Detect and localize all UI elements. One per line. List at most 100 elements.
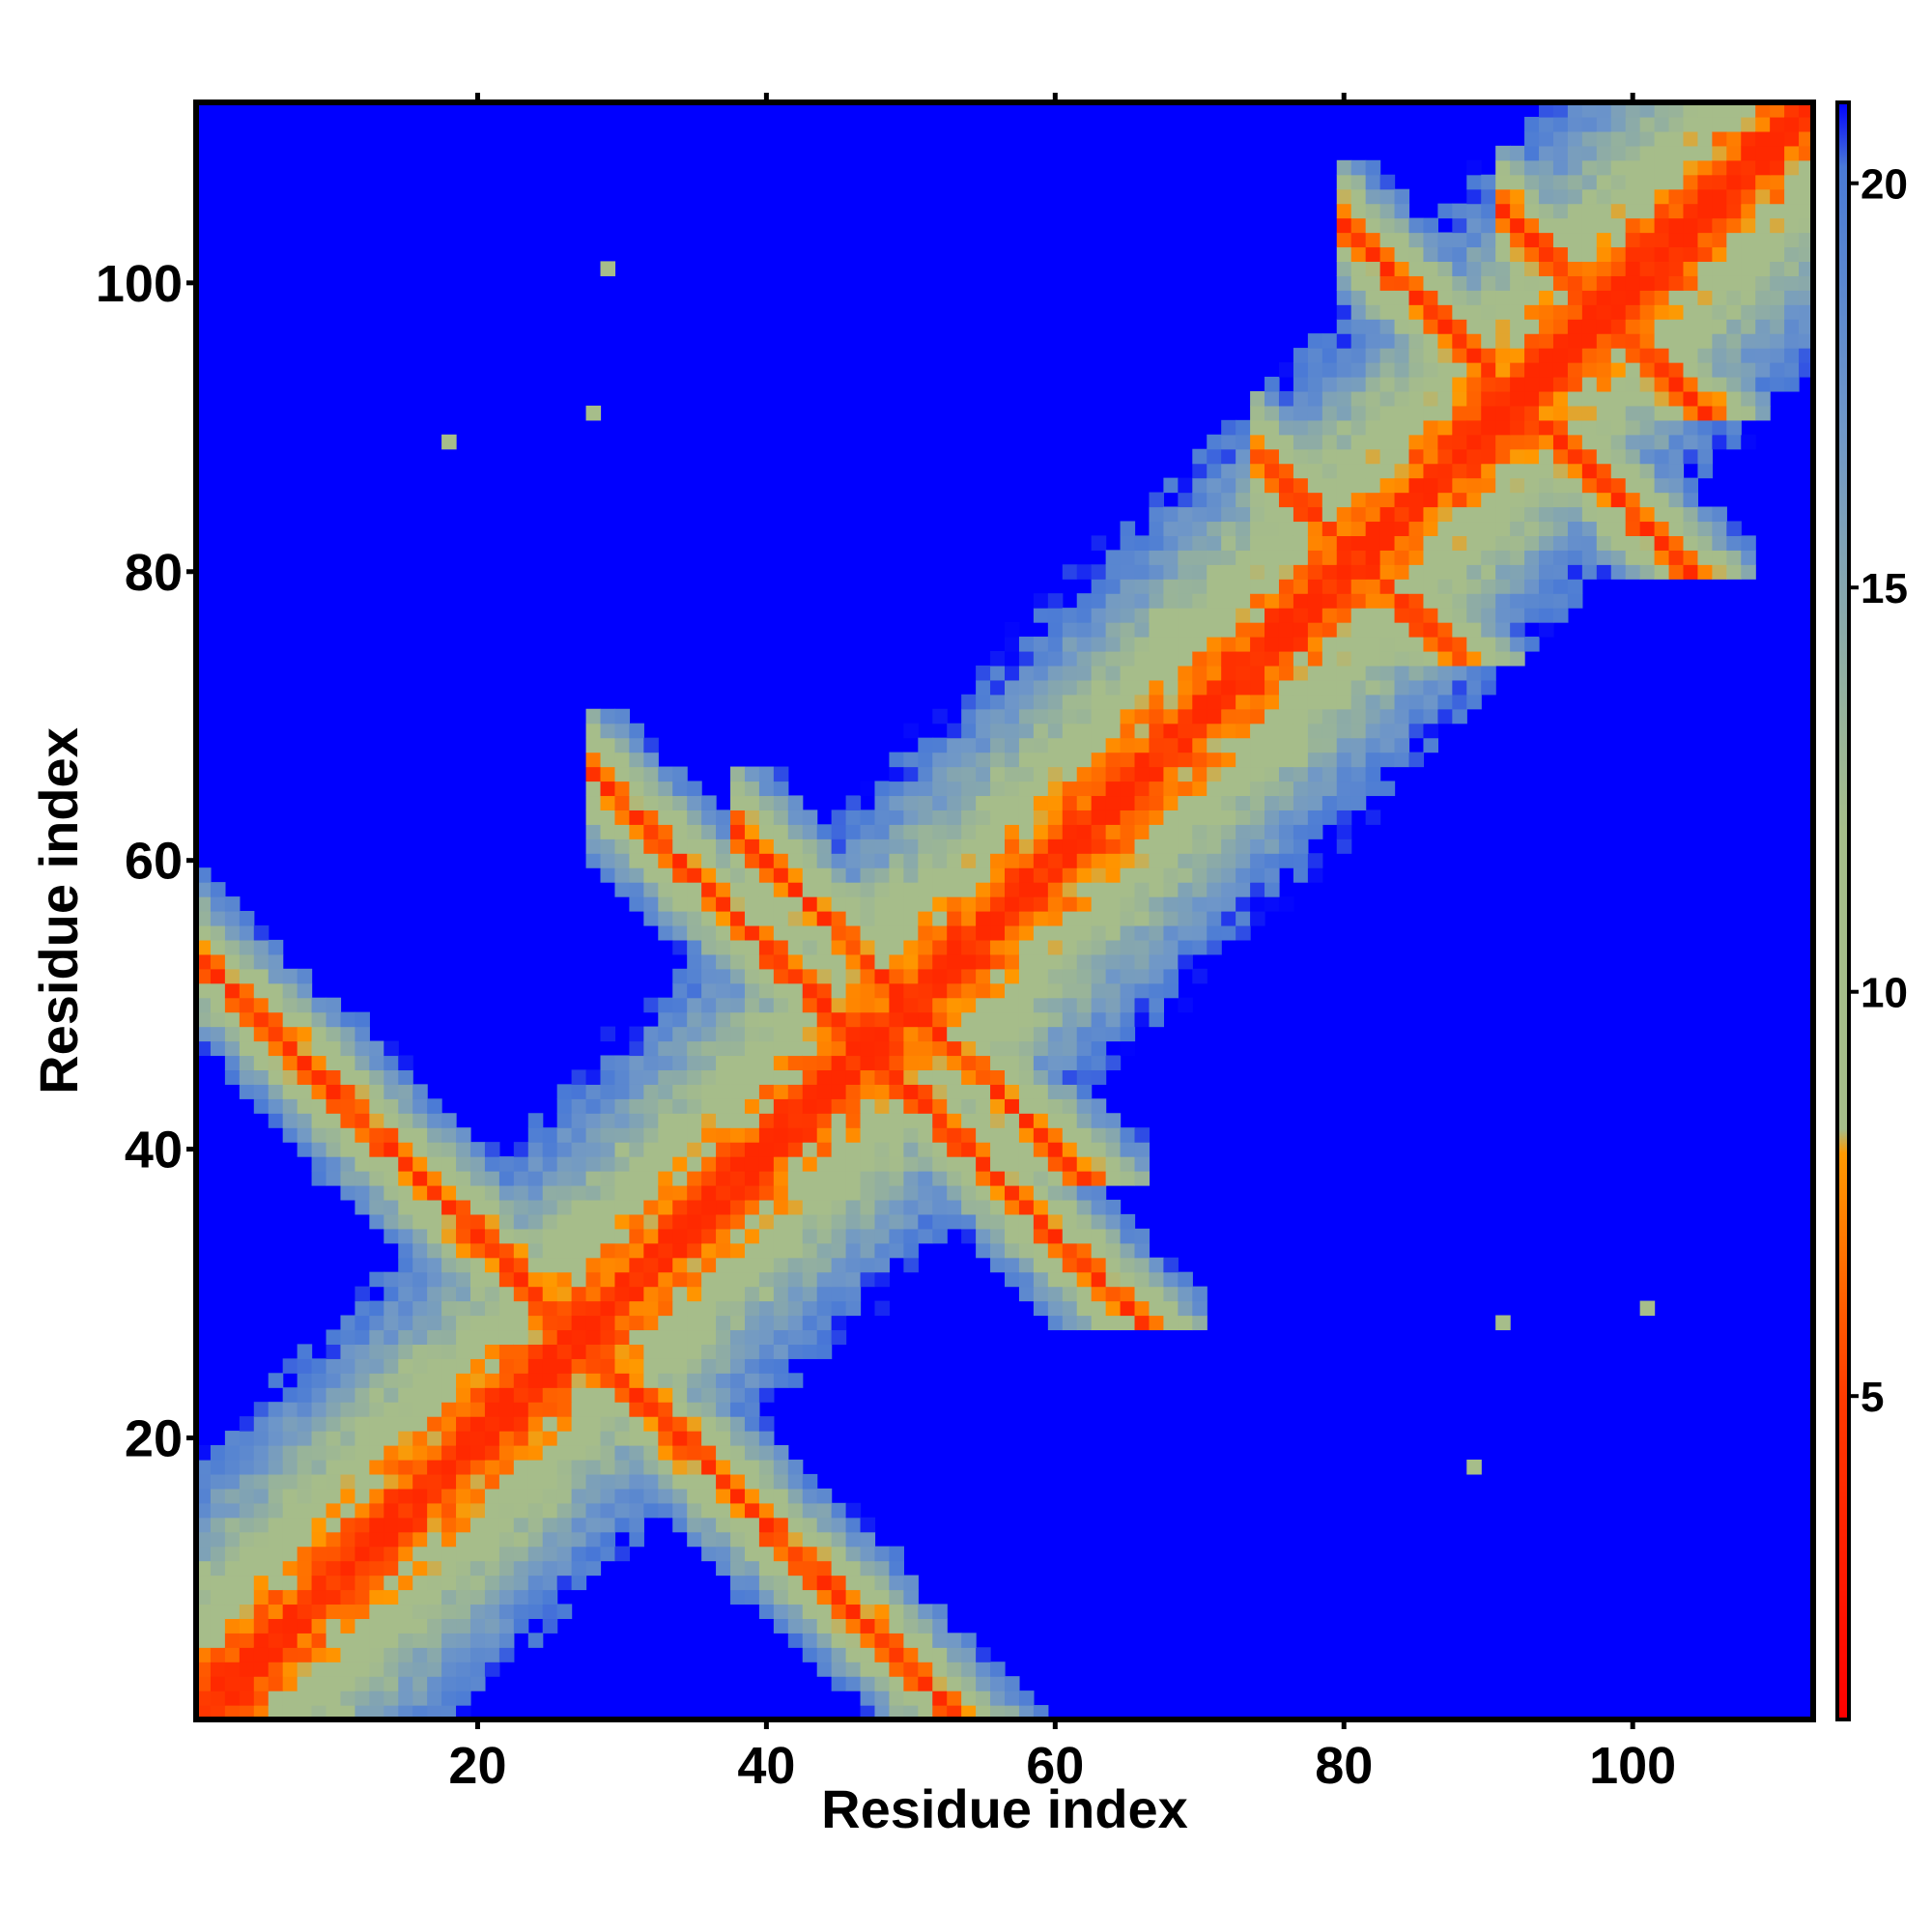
heatmap-cell <box>1236 608 1251 623</box>
heatmap-cell <box>527 1329 544 1345</box>
heatmap-cell <box>903 1662 919 1677</box>
heatmap-cell <box>484 1445 500 1461</box>
heatmap-cell <box>1278 622 1294 638</box>
heatmap-cell <box>918 867 933 883</box>
heatmap-cell <box>1178 506 1193 523</box>
heatmap-cell <box>1379 275 1396 291</box>
heatmap-cell <box>658 1084 673 1099</box>
heatmap-cell <box>600 1286 616 1302</box>
heatmap-cell <box>268 953 284 970</box>
heatmap-cell <box>687 1373 702 1388</box>
heatmap-cell <box>1423 723 1438 739</box>
heatmap-cell <box>268 1690 284 1706</box>
heatmap-cell <box>585 1113 602 1128</box>
heatmap-cell <box>1307 564 1323 580</box>
heatmap-cell <box>716 1069 731 1085</box>
heatmap-cell <box>1697 506 1713 523</box>
heatmap-cell <box>527 1459 544 1475</box>
heatmap-cell <box>412 1373 428 1388</box>
heatmap-cell <box>802 1473 818 1490</box>
heatmap-cell <box>976 1084 991 1099</box>
heatmap-cell <box>253 1604 270 1619</box>
heatmap-cell <box>658 1329 673 1345</box>
heatmap-cell <box>1697 362 1713 378</box>
heatmap-cell <box>311 1098 327 1114</box>
heatmap-cell <box>1452 348 1467 363</box>
heatmap-cell <box>730 1011 746 1028</box>
heatmap-cell <box>687 1011 702 1028</box>
heatmap-cell <box>1452 376 1467 392</box>
heatmap-cell <box>614 1358 630 1374</box>
heatmap-cell <box>1062 1069 1078 1085</box>
heatmap-cell <box>976 781 991 797</box>
heatmap-cell <box>369 1531 384 1548</box>
heatmap-cell <box>1134 1011 1151 1028</box>
heatmap-cell <box>687 939 702 955</box>
heatmap-cell <box>1105 608 1122 623</box>
heatmap-cell <box>716 1142 731 1157</box>
heatmap-cell <box>1639 390 1656 407</box>
heatmap-cell <box>903 810 919 825</box>
heatmap-cell <box>1307 521 1323 536</box>
heatmap-cell <box>1567 116 1583 132</box>
heatmap-cell <box>1076 637 1093 652</box>
heatmap-cell <box>816 1213 833 1230</box>
x-tick-label: 60 <box>1026 1737 1084 1795</box>
heatmap-cell <box>1394 535 1410 551</box>
heatmap-cell <box>1321 521 1338 536</box>
heatmap-cell <box>990 1069 1006 1085</box>
heatmap-cell <box>398 1517 413 1533</box>
heatmap-cell <box>1062 737 1078 753</box>
heatmap-cell <box>961 1055 977 1071</box>
heatmap-cell <box>1076 781 1093 797</box>
heatmap-cell <box>1336 405 1352 421</box>
heatmap-cell <box>1307 593 1323 609</box>
heatmap-cell <box>687 1286 702 1302</box>
heatmap-cell <box>932 911 948 926</box>
heatmap-cell <box>1149 882 1165 897</box>
heatmap-cell <box>672 968 688 984</box>
heatmap-cell <box>1134 1257 1151 1273</box>
heatmap-cell <box>326 1445 342 1461</box>
heatmap-cell <box>1293 419 1309 436</box>
heatmap-cell <box>961 1690 977 1706</box>
heatmap-cell <box>1005 968 1020 984</box>
heatmap-cell <box>513 1560 529 1577</box>
heatmap-cell <box>1408 333 1425 349</box>
heatmap-cell <box>1466 232 1482 248</box>
heatmap-cell <box>427 1156 442 1172</box>
heatmap-cell <box>874 1184 891 1201</box>
heatmap-cell <box>918 1228 933 1244</box>
heatmap-cell <box>355 1647 370 1662</box>
heatmap-cell <box>687 1431 702 1446</box>
heatmap-cell <box>716 997 731 1013</box>
heatmap-cell <box>1668 362 1685 378</box>
heatmap-cell <box>1567 217 1583 234</box>
heatmap-cell <box>1784 188 1800 205</box>
heatmap-cell <box>1639 261 1656 276</box>
heatmap-cell <box>1567 304 1583 320</box>
heatmap-cell <box>311 1531 327 1548</box>
heatmap-cell <box>1379 448 1396 465</box>
heatmap-cell <box>1726 232 1742 248</box>
heatmap-cell <box>932 1084 948 1099</box>
heatmap-cell <box>701 1329 717 1345</box>
heatmap-cell <box>672 982 688 999</box>
heatmap-cell <box>1221 911 1236 926</box>
heatmap-cell <box>1581 405 1598 421</box>
heatmap-cell <box>556 1184 573 1201</box>
heatmap-cell <box>282 1445 298 1461</box>
heatmap-cell <box>716 1402 731 1417</box>
heatmap-cell <box>874 997 891 1013</box>
heatmap-cell <box>1495 203 1511 219</box>
heatmap-cell <box>441 1575 457 1591</box>
heatmap-cell <box>1033 838 1049 854</box>
heatmap-cell <box>672 1344 688 1359</box>
heatmap-cell <box>1423 506 1438 523</box>
heatmap-cell <box>1062 1213 1078 1230</box>
heatmap-cell <box>1076 679 1093 696</box>
heatmap-cell <box>585 1358 602 1374</box>
heatmap-cell <box>687 1242 702 1259</box>
heatmap-cell <box>210 1662 226 1677</box>
